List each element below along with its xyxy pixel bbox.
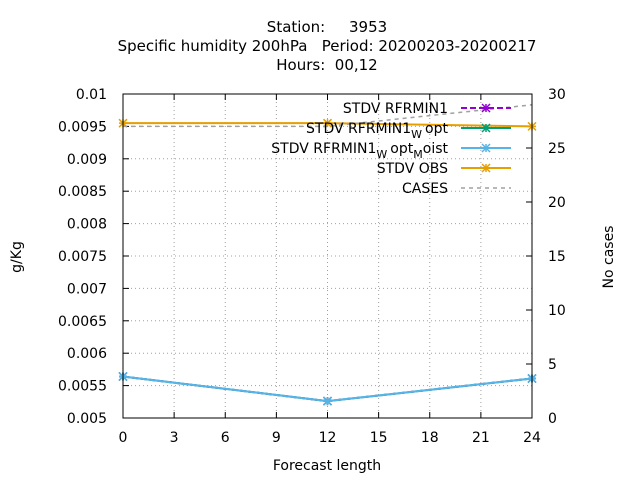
series-2 xyxy=(118,371,537,406)
legend-label: STDV RFRMIN1W optMoist xyxy=(271,141,448,161)
marker-stroke xyxy=(481,143,491,153)
legend-label-main: STDV RFRMIN1 xyxy=(343,101,448,117)
legend-label-tail: oist xyxy=(423,141,449,157)
y2-tick-label: 10 xyxy=(548,303,566,319)
x-tick-label: 18 xyxy=(421,430,439,446)
x-tick-label: 9 xyxy=(272,430,281,446)
legend-label-sub: W xyxy=(411,128,422,141)
legend-sample-marker xyxy=(481,163,491,173)
y-tick-label: 0.0095 xyxy=(58,119,107,135)
x-tick-label: 0 xyxy=(119,430,128,446)
legend-label: STDV RFRMIN1 xyxy=(343,101,448,117)
chart-title-line: Hours: 00,12 xyxy=(276,56,377,74)
chart-title-line: Specific humidity 200hPa Period: 2020020… xyxy=(118,37,537,55)
x-tick-label: 6 xyxy=(221,430,230,446)
y-tick-label: 0.0075 xyxy=(58,249,107,265)
y-tick-label: 0.006 xyxy=(67,346,107,362)
y2-tick-label: 15 xyxy=(548,249,566,265)
x-tick-label: 15 xyxy=(370,430,388,446)
y-tick-label: 0.007 xyxy=(67,281,107,297)
legend-sample-marker xyxy=(481,123,491,133)
legend-label-main: CASES xyxy=(402,181,448,197)
legend-label-tail: opt xyxy=(390,141,413,157)
y2-axis-label: No cases xyxy=(601,226,617,289)
legend-entry: STDV RFRMIN1W opt xyxy=(306,121,511,141)
marker-stroke xyxy=(481,163,491,173)
chart-title-line: Station: 3953 xyxy=(267,18,387,36)
axes: 0 3 6 9 12 15 18 21 24 0.005 0.0055 0.006 0.0065 0.00… xyxy=(9,87,617,474)
legend-label: STDV OBS xyxy=(377,161,448,177)
legend-entry: CASES xyxy=(402,181,511,197)
y2-tick-label: 5 xyxy=(548,357,557,373)
legend-sample-marker xyxy=(481,143,491,153)
marker-stroke xyxy=(322,396,333,406)
data-point xyxy=(322,396,333,406)
legend-entry: STDV RFRMIN1 xyxy=(343,101,511,117)
x-tick-label: 24 xyxy=(523,430,541,446)
x-axis-label: Forecast length xyxy=(273,458,381,474)
y-tick-label: 0.0065 xyxy=(58,314,107,330)
marker-stroke xyxy=(481,103,491,113)
legend-label-main: STDV RFRMIN1 xyxy=(271,141,376,157)
x-tick-label: 12 xyxy=(319,430,337,446)
x-tick-label: 21 xyxy=(472,430,490,446)
y-tick-label: 0.005 xyxy=(67,411,107,427)
legend-label-tail: opt xyxy=(425,121,448,137)
y-tick-label: 0.0085 xyxy=(58,184,107,200)
legend-label: CASES xyxy=(402,181,448,197)
x-tick-label: 3 xyxy=(170,430,179,446)
y2-tick-label: 25 xyxy=(548,141,566,157)
y-tick-label: 0.008 xyxy=(67,217,107,233)
plot-frame xyxy=(122,93,533,419)
legend-label-main: STDV RFRMIN1 xyxy=(306,121,411,137)
legend-entry: STDV RFRMIN1W optMoist xyxy=(271,141,511,161)
y-tick-label: 0.01 xyxy=(76,87,107,103)
y2-tick-label: 30 xyxy=(548,87,566,103)
y-tick-label: 0.0055 xyxy=(58,379,107,395)
y-axis-label: g/Kg xyxy=(9,241,25,273)
legend-label-main: STDV OBS xyxy=(377,161,448,177)
legend-sample-marker xyxy=(481,103,491,113)
y-tick-label: 0.009 xyxy=(67,152,107,168)
y2-tick-label: 20 xyxy=(548,195,566,211)
legend-entry: STDV OBS xyxy=(377,161,511,177)
marker-stroke xyxy=(481,123,491,133)
legend-label-sub: M xyxy=(413,148,423,161)
legend-label-sub: W xyxy=(376,148,387,161)
legend-label: STDV RFRMIN1W opt xyxy=(306,121,448,141)
y2-tick-label: 0 xyxy=(548,411,557,427)
